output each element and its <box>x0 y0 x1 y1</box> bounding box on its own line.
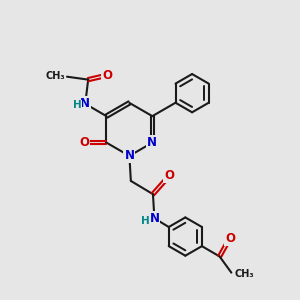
Text: O: O <box>80 136 89 149</box>
Text: N: N <box>124 149 134 162</box>
Text: H: H <box>73 100 81 110</box>
Text: O: O <box>225 232 235 245</box>
Text: O: O <box>164 169 174 182</box>
Text: O: O <box>102 69 112 82</box>
Text: H: H <box>141 216 149 226</box>
Text: N: N <box>149 212 159 225</box>
Text: CH₃: CH₃ <box>46 71 65 81</box>
Text: N: N <box>80 97 90 110</box>
Text: N: N <box>147 136 157 149</box>
Text: CH₃: CH₃ <box>235 269 254 279</box>
